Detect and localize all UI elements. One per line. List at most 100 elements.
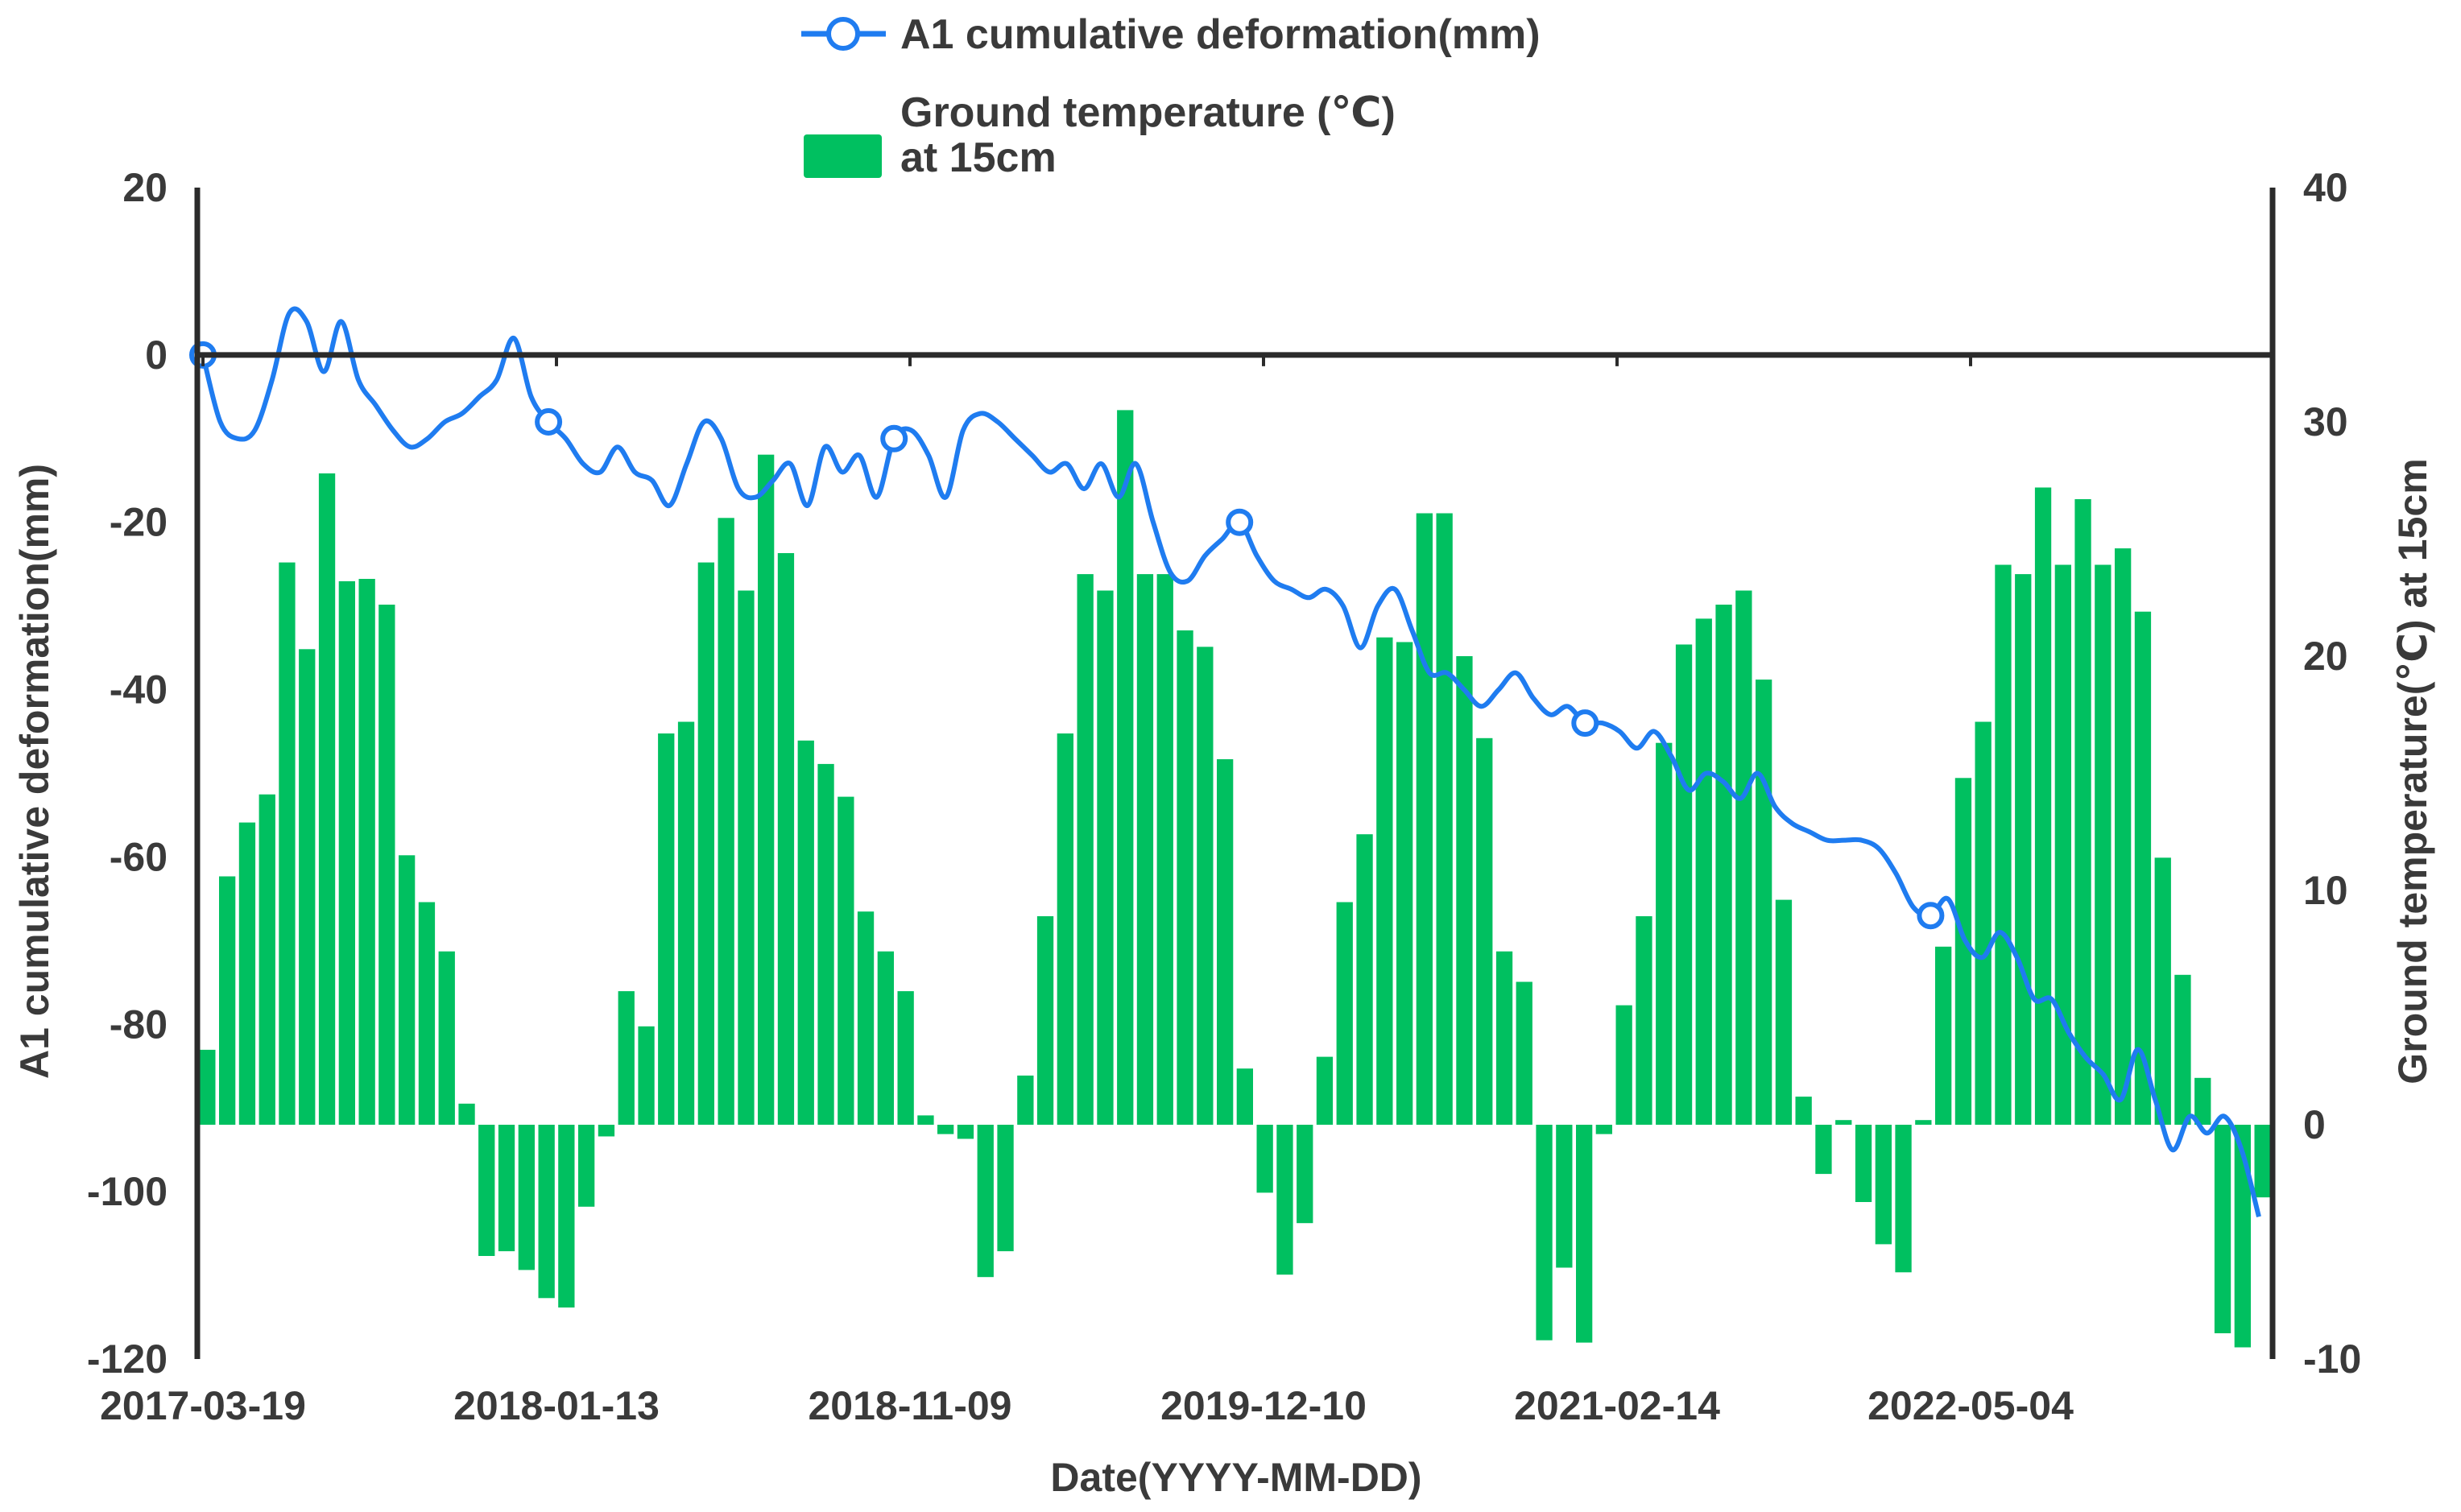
axes: 20 0 -20 -40 -60 -80 -100 -120 40 30 20 10 0 -10 2017-… — [87, 165, 2361, 1428]
temperature-bar — [718, 518, 734, 1125]
temperature-bar — [2174, 974, 2191, 1125]
temperature-bar — [378, 605, 395, 1125]
legend-label-deformation: A1 cumulative deformation(mm) — [900, 11, 1541, 58]
temperature-bar — [1615, 1005, 1632, 1125]
y-left-axis-title: A1 cumulative deformation(mm) — [12, 464, 57, 1079]
y-left-tick-label: 20 — [122, 165, 168, 210]
temperature-bar — [598, 1125, 615, 1137]
y-left-tick-label: -100 — [87, 1169, 168, 1214]
temperature-bar — [2034, 487, 2052, 1125]
temperature-bar — [1576, 1125, 1593, 1343]
temperature-bar — [1316, 1056, 1334, 1125]
deformation-marker — [1917, 902, 1945, 930]
y-left-tick-label: -60 — [110, 834, 168, 879]
temperature-bar — [259, 794, 275, 1125]
temperature-bar — [1036, 916, 1054, 1125]
temperature-bar — [997, 1125, 1014, 1252]
x-tick-label: 2022-05-04 — [1867, 1383, 2074, 1428]
y-right-tick-label: 10 — [2303, 868, 2348, 913]
temperature-bar — [1376, 637, 1393, 1125]
temperature-bar — [877, 951, 894, 1125]
y-left-tick-label: -120 — [87, 1336, 168, 1382]
temperature-bar — [1156, 574, 1173, 1125]
temperature-bar — [1097, 590, 1114, 1125]
temperature-bar — [1416, 513, 1433, 1125]
temperature-bar — [2254, 1125, 2271, 1198]
temperature-bar — [1895, 1125, 1912, 1273]
temperature-bar — [1057, 733, 1073, 1125]
temperature-bar — [478, 1125, 495, 1256]
temperature-bar — [1875, 1125, 1892, 1245]
temperature-bar — [2134, 611, 2152, 1125]
temperature-bar — [897, 991, 914, 1125]
y-left-tick-label: -80 — [110, 1002, 168, 1047]
deformation-marker — [1571, 709, 1599, 737]
temperature-bar — [677, 721, 695, 1125]
temperature-bar — [2054, 564, 2071, 1125]
temperature-bar — [538, 1125, 555, 1299]
temperature-bar — [1276, 1125, 1293, 1275]
temperature-bar — [1715, 605, 1732, 1125]
temperature-bar — [1795, 1097, 1812, 1125]
x-tick-label: 2021-02-14 — [1514, 1383, 1720, 1428]
temperature-bar — [738, 590, 755, 1125]
y-right-tick-label: -10 — [2303, 1336, 2361, 1382]
temperature-bar — [1197, 647, 1214, 1125]
temperature-bar — [1495, 951, 1513, 1125]
temperature-bar — [578, 1125, 595, 1207]
temperature-bar — [279, 562, 296, 1125]
temperature-bar — [658, 733, 675, 1125]
temperature-bar — [2074, 499, 2091, 1125]
temperature-bar — [1077, 574, 1094, 1125]
temperature-bar — [638, 1026, 655, 1125]
temperature-bar — [957, 1125, 974, 1139]
x-tick-label: 2018-01-13 — [453, 1383, 660, 1428]
temperature-bar — [558, 1125, 575, 1308]
temperature-bar — [1656, 742, 1673, 1125]
temperature-bar — [2154, 857, 2171, 1125]
temperature-bar — [1436, 513, 1453, 1125]
temperature-bar — [917, 1115, 934, 1125]
temperature-bar — [238, 822, 256, 1125]
temperature-bar — [438, 951, 455, 1125]
temperature-bar — [817, 763, 834, 1125]
temperature-bar — [1735, 590, 1752, 1125]
temperature-bar — [777, 553, 795, 1125]
temperature-bar — [1835, 1120, 1852, 1125]
temperature-bar — [418, 902, 436, 1125]
temperature-bar — [1336, 902, 1353, 1125]
temperature-bar — [2095, 564, 2111, 1125]
temperature-bar — [2234, 1125, 2251, 1348]
legend: A1 cumulative deformation(mm) Ground tem… — [801, 11, 1541, 181]
temperature-bar — [458, 1103, 475, 1125]
temperature-bar — [1536, 1125, 1553, 1341]
temperature-bar — [937, 1125, 954, 1134]
y-left-tick-label: 0 — [145, 333, 168, 378]
temperature-bar — [1595, 1125, 1612, 1134]
x-tick-label: 2019-12-10 — [1160, 1383, 1367, 1428]
temperature-bar — [1815, 1125, 1832, 1175]
temperature-bar — [618, 991, 635, 1125]
temperature-bar — [1675, 644, 1693, 1125]
temperature-bar — [1236, 1068, 1253, 1125]
temperature-bar — [2194, 1077, 2211, 1125]
temperature-bar — [857, 911, 875, 1125]
y-left-tick-label: -40 — [110, 667, 168, 713]
temperature-bar — [1775, 899, 1793, 1125]
temperature-bar — [1695, 618, 1712, 1125]
temperature-bar — [1915, 1120, 1932, 1125]
legend-bar-swatch — [804, 134, 882, 178]
plot-area — [189, 306, 2271, 1348]
temperature-bar — [1935, 946, 1952, 1125]
temperature-bar — [1456, 656, 1473, 1125]
temperature-bar — [1855, 1125, 1872, 1202]
temperature-bar — [977, 1125, 994, 1278]
temperature-bar — [2214, 1125, 2231, 1333]
x-tick-label: 2017-03-19 — [100, 1383, 306, 1428]
temperature-bar — [697, 562, 714, 1125]
temperature-bar — [1177, 630, 1193, 1125]
temperature-bar — [838, 796, 854, 1125]
temperature-bar — [1756, 680, 1772, 1125]
temperature-bar — [1356, 834, 1373, 1125]
